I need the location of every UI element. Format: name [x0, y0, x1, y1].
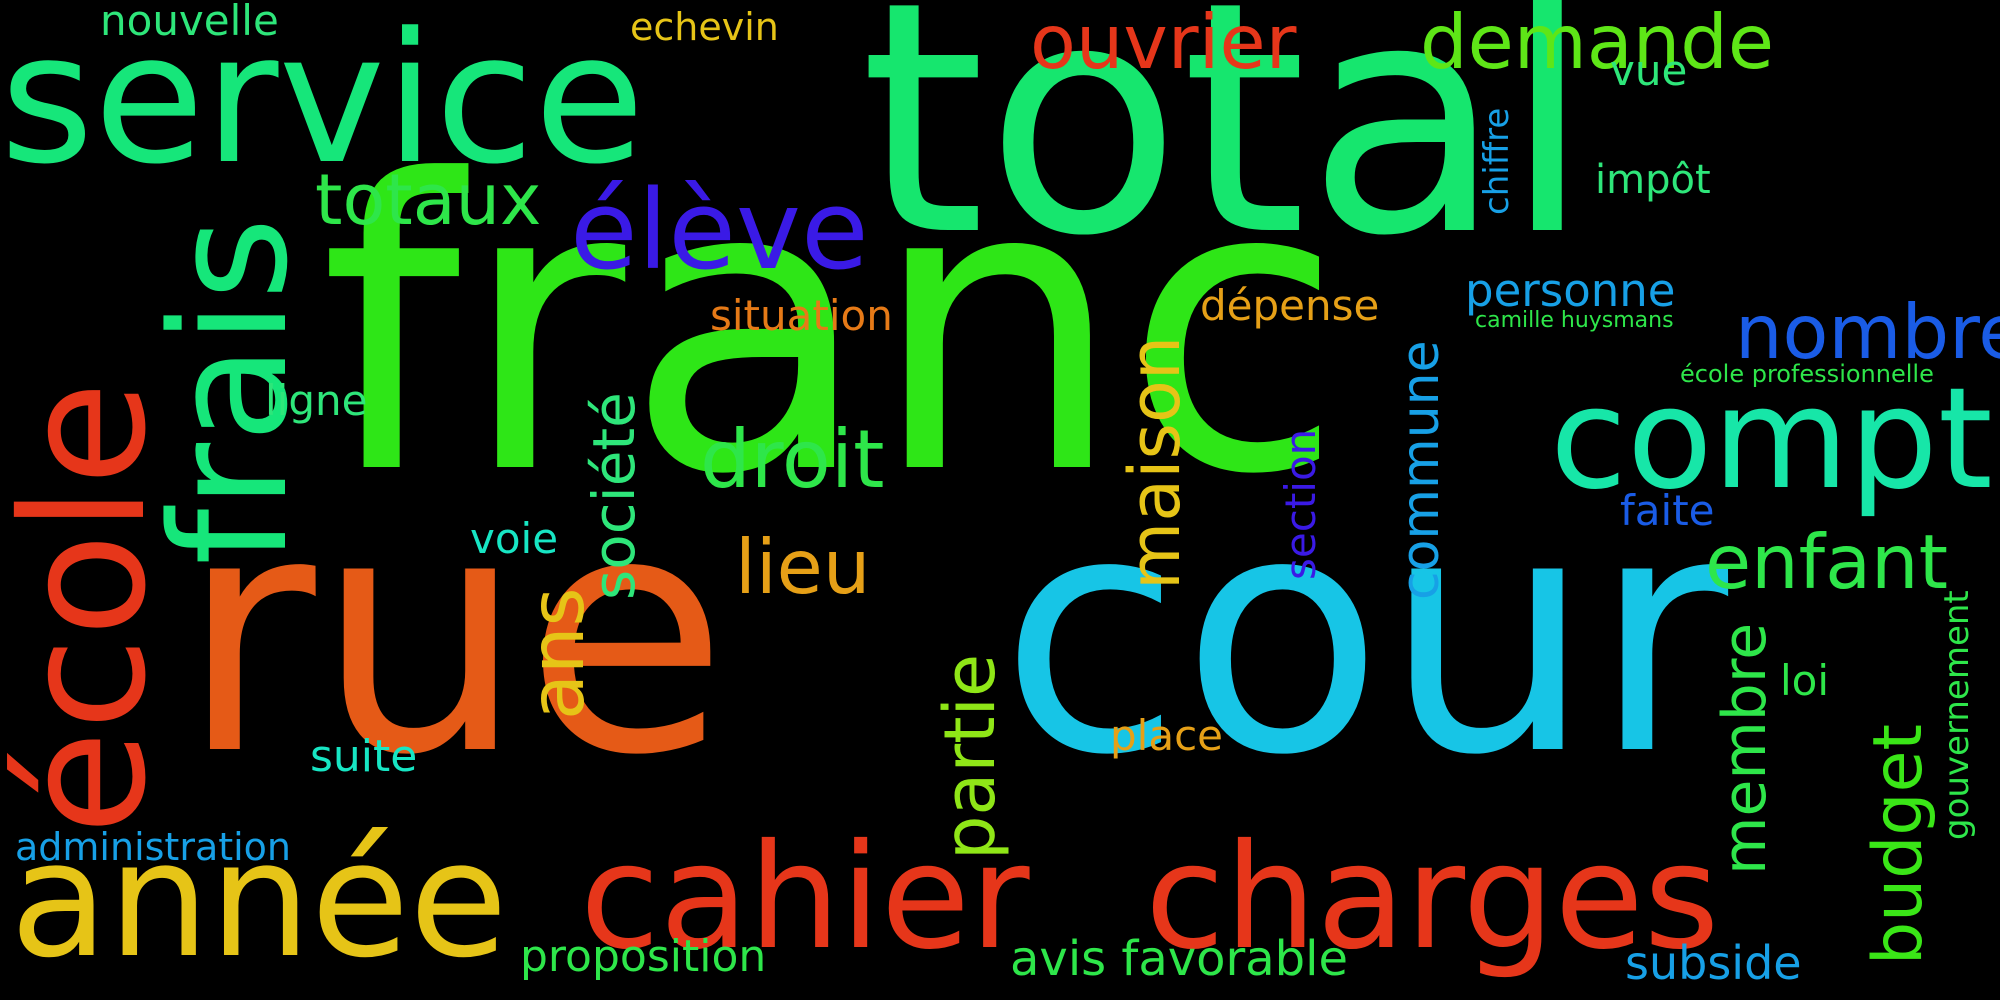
word-subside: subside — [1625, 936, 1802, 990]
word-total: total — [860, 0, 1592, 306]
word-administration: administration — [15, 825, 292, 869]
word-droit: droit — [700, 413, 885, 506]
word-commune: commune — [1391, 340, 1451, 600]
word-service: service — [0, 0, 645, 204]
word-cahier: cahier — [580, 813, 1030, 982]
word-loi: loi — [1780, 656, 1830, 705]
word-place: place — [1110, 711, 1223, 760]
word-nombre: nombre — [1735, 288, 2000, 376]
word-ans: ans — [513, 587, 601, 720]
word-ecole-professionnelle: école professionnelle — [1680, 360, 1934, 388]
word-proposition: proposition — [520, 931, 767, 982]
word-ouvrier: ouvrier — [1030, 0, 1297, 86]
word-societe: société — [580, 392, 648, 600]
word-budget: budget — [1859, 723, 1938, 965]
word-ligne: ligne — [265, 376, 368, 425]
word-membre: membre — [1710, 622, 1780, 875]
word-demande: demande — [1420, 0, 1775, 86]
word-avis-favorable: avis favorable — [1010, 931, 1348, 987]
word-camille-huysmans: camille huysmans — [1475, 308, 1674, 333]
word-depense: dépense — [1200, 281, 1380, 330]
word-compte: compte — [1550, 358, 2000, 521]
word-lieu: lieu — [735, 523, 871, 611]
word-gouvernement: gouvernement — [1937, 590, 1977, 840]
word-eleve: élève — [570, 166, 869, 294]
word-situation: situation — [710, 291, 893, 340]
word-rue: rue — [180, 443, 728, 827]
word-annee: année — [10, 806, 508, 993]
word-echevin: echevin — [630, 5, 779, 49]
word-maison: maison — [1114, 335, 1196, 590]
word-franc: franc — [320, 97, 1344, 562]
word-partie: partie — [929, 653, 1011, 860]
word-vue: vue — [1610, 46, 1688, 95]
word-enfant: enfant — [1705, 518, 1948, 606]
word-totaux: totaux — [315, 159, 542, 241]
word-suite: suite — [310, 731, 418, 782]
word-cour: cour — [1000, 443, 1729, 827]
word-charges: charges — [1145, 813, 1720, 982]
word-section: section — [1276, 428, 1325, 580]
word-impot: impôt — [1595, 157, 1711, 203]
word-chiffre: chiffre — [1477, 107, 1517, 215]
word-nouvelle: nouvelle — [100, 0, 279, 45]
word-personne: personne — [1465, 264, 1676, 317]
word-faite: faite — [1620, 486, 1715, 535]
word-voie: voie — [470, 514, 559, 563]
